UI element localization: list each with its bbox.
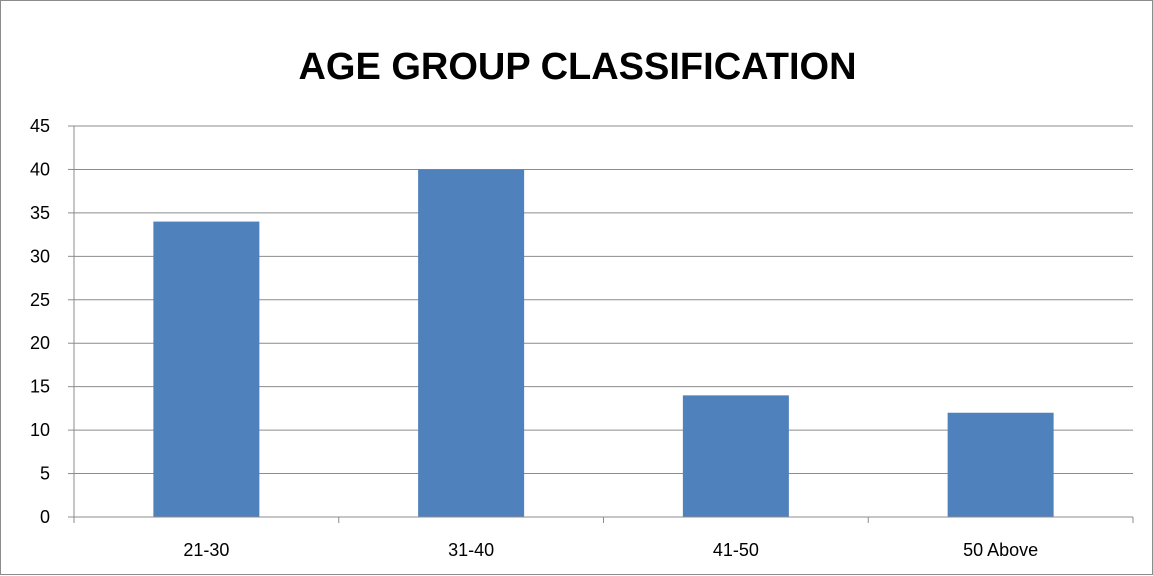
x-tick-label: 31-40: [448, 540, 494, 560]
y-tick-label: 40: [30, 159, 50, 179]
bar-41-50: [682, 395, 789, 517]
y-tick-label: 45: [30, 116, 50, 136]
y-tick-label: 5: [40, 464, 50, 484]
bar-31-40: [418, 169, 525, 517]
x-tick-label: 50 Above: [963, 540, 1038, 560]
x-tick-label: 41-50: [713, 540, 759, 560]
y-tick-label: 15: [30, 377, 50, 397]
y-tick-label: 0: [40, 507, 50, 527]
chart-title: AGE GROUP CLASSIFICATION: [298, 46, 857, 88]
y-tick-label: 20: [30, 333, 50, 353]
axes: [68, 125, 1134, 523]
bar-50-above: [947, 412, 1054, 517]
y-tick-label: 30: [30, 246, 50, 266]
y-tick-label: 25: [30, 290, 50, 310]
y-tick-label: 35: [30, 203, 50, 223]
bar-21-30: [153, 221, 260, 518]
y-tick-label: 10: [30, 420, 50, 440]
tick-labels: 0 5 10 15 20 25 30 35 40 45 21-30 31-40 41-50 50 Abov…: [30, 116, 1038, 560]
x-tick-label: 21-30: [183, 540, 229, 560]
bars: [153, 169, 1054, 518]
